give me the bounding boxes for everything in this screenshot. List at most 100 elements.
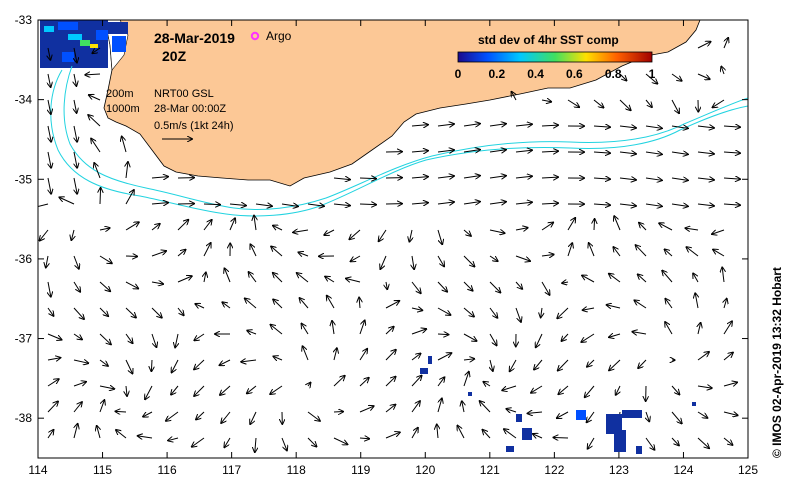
current-vector-arrow-icon <box>411 308 422 310</box>
current-vector-arrow-icon <box>437 377 444 387</box>
current-vector-arrow-icon <box>722 268 724 283</box>
x-tick-label: 120 <box>415 463 435 477</box>
current-vector-arrow-icon <box>541 307 542 317</box>
current-vector-arrow-icon <box>593 99 603 108</box>
current-vector-arrow-icon <box>437 353 451 361</box>
current-vector-arrow-icon <box>587 359 595 367</box>
current-vector-arrow-icon <box>506 409 517 412</box>
x-axis: 114 115 116 117 118 119 120 121 122 123 124 125 <box>28 20 758 477</box>
current-vector-arrow-icon <box>308 383 310 386</box>
current-vector-arrow-icon <box>693 274 699 283</box>
current-vector-arrow-icon <box>609 334 621 337</box>
current-vector-arrow-icon <box>593 126 610 127</box>
current-vector-arrow-icon <box>151 224 160 231</box>
current-vector-arrow-icon <box>47 401 58 413</box>
current-vector-arrow-icon <box>489 124 506 126</box>
current-vector-arrow-icon <box>411 151 428 152</box>
current-vector-arrow-icon <box>175 333 178 347</box>
current-vector-arrow-icon <box>671 152 688 154</box>
current-vector-arrow-icon <box>48 99 51 114</box>
current-vector-arrow-icon <box>541 203 558 204</box>
current-vector-arrow-icon <box>463 333 477 341</box>
colorbar-tick-label: 0.6 <box>566 67 583 81</box>
colorbar-title: std dev of 4hr SST comp <box>478 33 619 47</box>
current-vector-arrow-icon <box>194 359 205 369</box>
current-vector-arrow-icon <box>697 178 714 180</box>
current-vector-arrow-icon <box>271 246 283 257</box>
current-vector-arrow-icon <box>307 204 324 206</box>
current-vector-arrow-icon <box>74 151 77 168</box>
current-vector-arrow-icon <box>138 436 153 438</box>
current-vector-arrow-icon <box>300 298 309 309</box>
current-vector-arrow-icon <box>73 360 88 363</box>
current-vector-arrow-icon <box>255 204 272 206</box>
current-vector-arrow-icon <box>437 281 447 292</box>
current-vector-arrow-icon <box>125 333 133 343</box>
current-vector-arrow-icon <box>557 307 569 318</box>
current-vector-arrow-icon <box>89 95 101 101</box>
current-vector-arrow-icon <box>645 152 662 154</box>
x-tick-label: 114 <box>28 463 47 477</box>
current-vector-arrow-icon <box>92 47 101 53</box>
current-vector-arrow-icon <box>515 202 532 204</box>
y-tick-label: -36 <box>15 252 33 266</box>
current-vector-arrow-icon <box>196 411 205 419</box>
current-vector-arrow-icon <box>437 176 454 178</box>
y-tick-label: -33 <box>15 13 33 27</box>
current-vector-arrow-icon <box>71 229 74 240</box>
current-vector-arrow-icon <box>536 333 543 347</box>
product-time-label: 28-Mar 00:00Z <box>154 103 226 115</box>
current-vector-arrow-icon <box>638 359 647 368</box>
current-vector-arrow-icon <box>229 204 246 206</box>
current-vector-arrow-icon <box>645 178 662 180</box>
current-vector-arrow-icon <box>380 255 387 269</box>
current-vector-arrow-icon <box>712 229 725 234</box>
current-vector-arrow-icon <box>302 324 309 335</box>
colorbar-tick-label: 1 <box>649 67 656 81</box>
current-vector-arrow-icon <box>515 281 522 289</box>
current-vector-arrow-icon <box>220 385 231 395</box>
current-vector-arrow-icon <box>645 99 652 107</box>
current-vector-arrow-icon <box>713 250 725 257</box>
current-vector-arrow-icon <box>665 249 673 257</box>
colorbar-tick-label: 0.2 <box>488 67 505 81</box>
current-vector-arrow-icon <box>541 151 558 152</box>
current-vector-arrow-icon <box>619 178 636 180</box>
current-vector-arrow-icon <box>99 307 108 316</box>
current-vector-arrow-icon <box>616 385 620 395</box>
current-vector-arrow-icon <box>298 252 309 256</box>
current-vector-arrow-icon <box>645 73 657 84</box>
current-vector-arrow-icon <box>297 273 309 283</box>
current-vector-arrow-icon <box>671 385 679 394</box>
current-vector-arrow-icon <box>515 176 532 178</box>
current-vector-arrow-icon <box>697 152 714 154</box>
current-vector-arrow-icon <box>659 223 673 231</box>
current-vector-arrow-icon <box>333 437 347 444</box>
current-vector-arrow-icon <box>671 126 688 128</box>
current-vector-arrow-icon <box>222 302 231 309</box>
current-vector-arrow-icon <box>489 176 506 178</box>
current-vector-arrow-icon <box>697 126 714 128</box>
current-vector-arrow-icon <box>47 307 53 316</box>
current-vector-arrow-icon <box>463 124 480 126</box>
current-vector-arrow-icon <box>724 38 728 49</box>
current-vector-arrow-icon <box>192 437 205 447</box>
current-vector-arrow-icon <box>194 385 205 396</box>
current-vector-arrow-icon <box>88 115 101 127</box>
x-tick-label: 122 <box>544 463 564 477</box>
current-vector-arrow-icon <box>271 325 283 335</box>
current-vector-arrow-icon <box>567 243 572 257</box>
current-vector-arrow-icon <box>541 100 551 102</box>
current-vector-arrow-icon <box>411 281 421 293</box>
current-vector-arrow-icon <box>463 202 480 204</box>
current-vector-arrow-icon <box>528 412 543 413</box>
current-vector-arrow-icon <box>589 243 595 257</box>
current-vector-arrow-icon <box>225 268 231 283</box>
current-vector-arrow-icon <box>609 274 621 283</box>
current-vector-arrow-icon <box>437 307 450 315</box>
date-label: 28-Mar-2019 <box>154 30 235 46</box>
current-vector-arrow-icon <box>385 350 396 361</box>
current-vector-arrow-icon <box>125 307 136 318</box>
current-vector-arrow-icon <box>671 437 679 445</box>
current-vector-arrow-icon <box>94 163 101 179</box>
